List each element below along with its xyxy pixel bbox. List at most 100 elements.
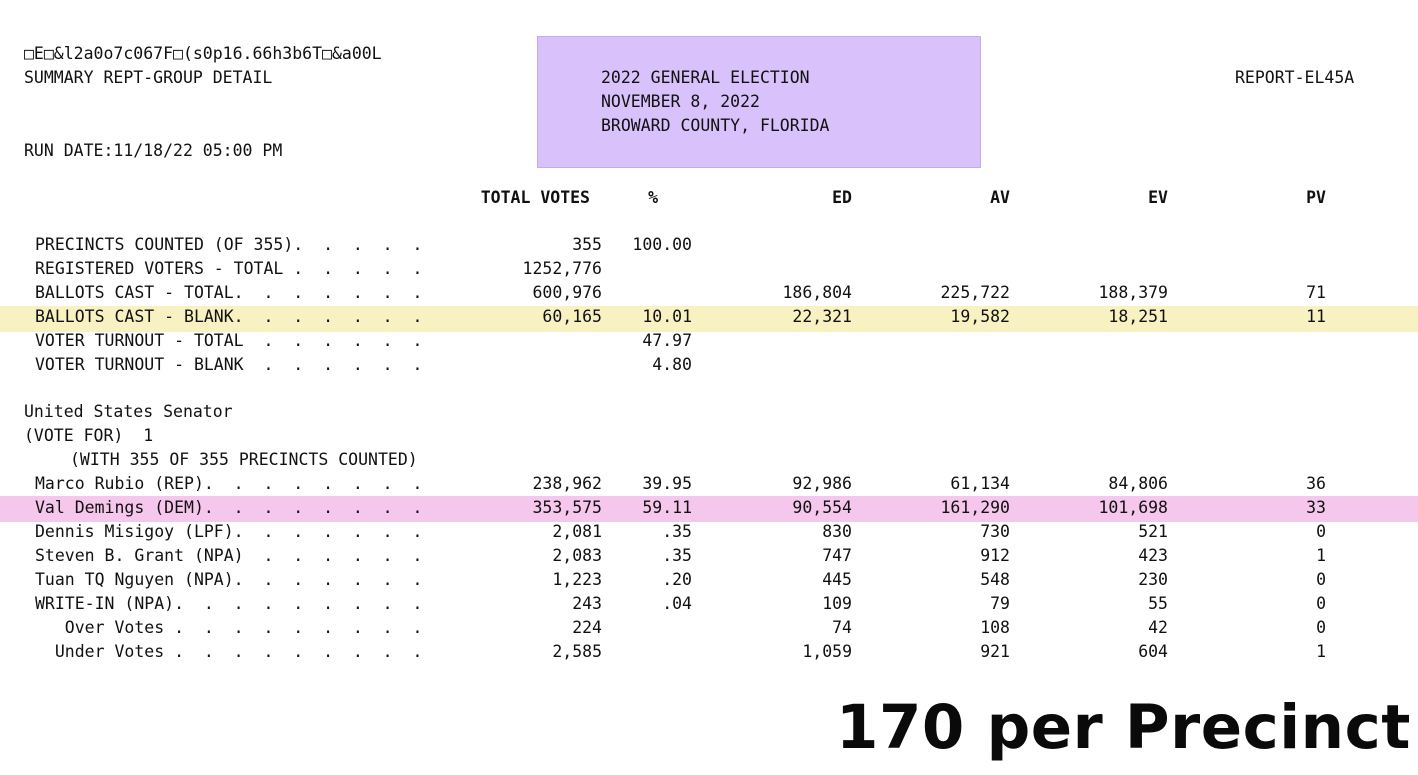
- candidate-row-grant: Steven B. Grant (NPA) . . . . . . 2,083 …: [0, 544, 1418, 568]
- total-votes-value: 224: [572, 618, 602, 637]
- election-header-highlight: [537, 36, 981, 168]
- candidate-row-rubio: Marco Rubio (REP). . . . . . . . 238,962…: [0, 472, 1418, 496]
- ev-value: 230: [1138, 570, 1168, 589]
- percent-value: .35: [662, 522, 692, 541]
- ev-value: 18,251: [1108, 307, 1168, 326]
- total-votes-value: 2,585: [552, 642, 602, 661]
- row-label: Steven B. Grant (NPA) . . . . . .: [35, 546, 423, 565]
- av-value: 79: [990, 594, 1010, 613]
- row-label: VOTER TURNOUT - TOTAL . . . . . .: [35, 331, 423, 350]
- percent-value: 10.01: [642, 307, 692, 326]
- ev-value: 42: [1148, 618, 1168, 637]
- av-value: 108: [980, 618, 1010, 637]
- av-value: 730: [980, 522, 1010, 541]
- total-votes-value: 355: [572, 235, 602, 254]
- pv-value: 71: [1306, 283, 1326, 302]
- summary-row-ballots-total: BALLOTS CAST - TOTAL. . . . . . . 600,97…: [0, 281, 1418, 305]
- candidate-row-demings: Val Demings (DEM). . . . . . . . 353,575…: [0, 496, 1418, 520]
- pv-value: 0: [1316, 618, 1326, 637]
- candidate-row-over-votes: Over Votes . . . . . . . . . 224 74 108 …: [0, 616, 1418, 640]
- total-votes-value: 2,081: [552, 522, 602, 541]
- pv-value: 0: [1316, 594, 1326, 613]
- total-votes-value: 2,083: [552, 546, 602, 565]
- row-label: REGISTERED VOTERS - TOTAL . . . . .: [35, 259, 423, 278]
- summary-row-registered: REGISTERED VOTERS - TOTAL . . . . . 1252…: [0, 257, 1418, 281]
- ed-value: 186,804: [782, 283, 852, 302]
- ed-value: 109: [822, 594, 852, 613]
- pv-value: 11: [1306, 307, 1326, 326]
- pv-value: 0: [1316, 522, 1326, 541]
- row-label: Val Demings (DEM). . . . . . . .: [35, 498, 423, 517]
- candidate-row-under-votes: Under Votes . . . . . . . . . 2,585 1,05…: [0, 640, 1418, 664]
- row-label: Under Votes . . . . . . . . .: [35, 642, 423, 661]
- per-precinct-caption: 170 per Precinct: [836, 692, 1411, 763]
- row-label: Dennis Misigoy (LPF). . . . . . .: [35, 522, 423, 541]
- total-votes-value: 353,575: [532, 498, 602, 517]
- ev-value: 604: [1138, 642, 1168, 661]
- ed-value: 1,059: [802, 642, 852, 661]
- percent-value: 47.97: [642, 331, 692, 350]
- ed-value: 92,986: [792, 474, 852, 493]
- summary-row-precincts: PRECINCTS COUNTED (OF 355). . . . . 355 …: [0, 233, 1418, 257]
- av-value: 225,722: [940, 283, 1010, 302]
- percent-value: .35: [662, 546, 692, 565]
- row-label: Marco Rubio (REP). . . . . . . .: [35, 474, 423, 493]
- ed-value: 22,321: [792, 307, 852, 326]
- pv-value: 36: [1306, 474, 1326, 493]
- report-id: REPORT-EL45A: [1235, 68, 1355, 87]
- row-label: Tuan TQ Nguyen (NPA). . . . . . .: [35, 570, 423, 589]
- column-header-total-votes: TOTAL VOTES: [480, 188, 590, 207]
- total-votes-value: 60,165: [542, 307, 602, 326]
- race-precincts-note: (WITH 355 OF 355 PRECINCTS COUNTED): [70, 450, 418, 469]
- candidate-row-nguyen: Tuan TQ Nguyen (NPA). . . . . . . 1,223 …: [0, 568, 1418, 592]
- row-label: VOTER TURNOUT - BLANK . . . . . .: [35, 355, 423, 374]
- percent-value: 59.11: [642, 498, 692, 517]
- av-value: 61,134: [950, 474, 1010, 493]
- summary-row-turnout-blank: VOTER TURNOUT - BLANK . . . . . . 4.80: [0, 353, 1418, 377]
- election-title: 2022 GENERAL ELECTION: [601, 68, 810, 87]
- ev-value: 521: [1138, 522, 1168, 541]
- election-date: NOVEMBER 8, 2022: [601, 92, 760, 111]
- row-label: WRITE-IN (NPA). . . . . . . . .: [35, 594, 423, 613]
- column-header-percent: %: [648, 188, 658, 207]
- total-votes-value: 243: [572, 594, 602, 613]
- ed-value: 830: [822, 522, 852, 541]
- ed-value: 90,554: [792, 498, 852, 517]
- total-votes-value: 238,962: [532, 474, 602, 493]
- run-date: RUN DATE:11/18/22 05:00 PM: [24, 141, 283, 160]
- percent-value: .04: [662, 594, 692, 613]
- pv-value: 1: [1316, 642, 1326, 661]
- column-header-ed: ED: [832, 188, 852, 207]
- pv-value: 1: [1316, 546, 1326, 565]
- av-value: 912: [980, 546, 1010, 565]
- race-title: United States Senator: [24, 402, 233, 421]
- row-label: BALLOTS CAST - BLANK. . . . . . .: [35, 307, 423, 326]
- total-votes-value: 1,223: [552, 570, 602, 589]
- ev-value: 101,698: [1098, 498, 1168, 517]
- column-header-av: AV: [990, 188, 1010, 207]
- ed-value: 74: [832, 618, 852, 637]
- summary-row-turnout-total: VOTER TURNOUT - TOTAL . . . . . . 47.97: [0, 329, 1418, 353]
- total-votes-value: 1252,776: [522, 259, 602, 278]
- candidate-row-write-in: WRITE-IN (NPA). . . . . . . . . 243 .04 …: [0, 592, 1418, 616]
- av-value: 548: [980, 570, 1010, 589]
- printer-code-line: □E□&l2a0o7c067F□(s0p16.66h3b6T□&a00L: [24, 44, 382, 63]
- ed-value: 747: [822, 546, 852, 565]
- demings-row-highlight: [0, 496, 1418, 522]
- percent-value: .20: [662, 570, 692, 589]
- ev-value: 55: [1148, 594, 1168, 613]
- percent-value: 4.80: [652, 355, 692, 374]
- summary-title: SUMMARY REPT-GROUP DETAIL: [24, 68, 273, 87]
- av-value: 19,582: [950, 307, 1010, 326]
- total-votes-value: 600,976: [532, 283, 602, 302]
- percent-value: 39.95: [642, 474, 692, 493]
- percent-value: 100.00: [632, 235, 692, 254]
- blank-ballots-highlight: [0, 306, 1418, 332]
- row-label: BALLOTS CAST - TOTAL. . . . . . .: [35, 283, 423, 302]
- summary-row-ballots-blank: BALLOTS CAST - BLANK. . . . . . . 60,165…: [0, 305, 1418, 329]
- race-vote-for: (VOTE FOR) 1: [24, 426, 154, 445]
- pv-value: 0: [1316, 570, 1326, 589]
- column-header-pv: PV: [1306, 188, 1326, 207]
- row-label: Over Votes . . . . . . . . .: [35, 618, 423, 637]
- ev-value: 423: [1138, 546, 1168, 565]
